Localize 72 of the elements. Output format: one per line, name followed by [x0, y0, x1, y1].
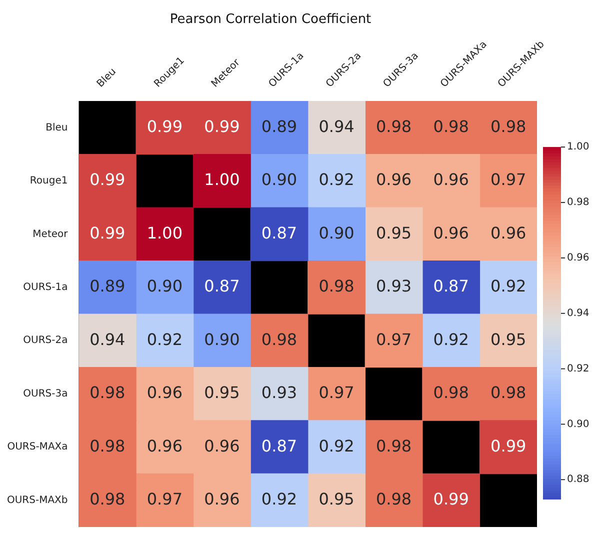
data-label: 0.98 — [433, 383, 469, 402]
data-label: 0.92 — [146, 330, 182, 349]
data-label: 0.89 — [261, 116, 298, 136]
data-label: 0.97 — [318, 383, 354, 402]
data-label: 0.90 — [146, 276, 182, 296]
data-label: 0.96 — [204, 436, 240, 456]
color-bar-label: 0.90 — [567, 418, 590, 430]
data-label: 0.87 — [433, 276, 469, 296]
data-label: 0.99 — [146, 116, 182, 136]
color-bar-label: 0.94 — [567, 308, 590, 319]
data-label: 1.00 — [146, 223, 182, 242]
data-label: 0.95 — [318, 490, 354, 509]
data-label: 0.96 — [146, 436, 182, 456]
y-tick-label: OURS-MAXb — [6, 494, 68, 506]
data-label: 0.94 — [318, 116, 354, 136]
data-label: 0.98 — [261, 330, 298, 349]
data-label: 0.89 — [90, 276, 126, 296]
y-tick-label: OURS-3a — [23, 388, 68, 400]
data-label: 0.96 — [204, 490, 240, 509]
y-tick-label: Meteor — [32, 228, 69, 240]
color-bar-label: 0.96 — [567, 252, 590, 264]
data-label: 0.95 — [376, 223, 412, 242]
color-bar-label: 1.00 — [567, 142, 590, 153]
data-label: 0.97 — [490, 170, 526, 190]
data-label: 0.96 — [433, 170, 469, 190]
data-label: 0.87 — [204, 276, 240, 296]
data-label: 0.98 — [490, 116, 526, 136]
data-label: 0.90 — [318, 223, 354, 242]
data-label: 0.92 — [318, 170, 354, 190]
data-label: 0.87 — [261, 223, 298, 242]
data-label: 0.98 — [90, 436, 126, 456]
data-label: 0.99 — [90, 223, 126, 242]
data-label: 0.98 — [376, 436, 412, 456]
data-label: 0.95 — [204, 383, 240, 402]
data-label: 0.92 — [433, 330, 469, 349]
data-label: 0.92 — [261, 490, 298, 509]
color-bar-label: 0.88 — [567, 474, 590, 486]
data-label: 0.96 — [146, 383, 182, 402]
data-label: 0.98 — [376, 116, 412, 136]
data-label: 0.92 — [318, 436, 354, 456]
data-label: 0.98 — [318, 276, 354, 296]
data-label: 0.87 — [261, 436, 298, 456]
data-label: 0.94 — [90, 330, 126, 349]
y-tick-label: OURS-MAXa — [7, 442, 68, 453]
data-label: 0.93 — [261, 383, 298, 402]
color-bar-label: 0.92 — [567, 363, 590, 374]
y-tick-label: OURS-2a — [23, 335, 68, 346]
data-label: 0.95 — [490, 330, 526, 349]
data-label: 0.96 — [490, 223, 526, 242]
data-label: 0.98 — [433, 116, 469, 136]
chart-title: Pearson Correlation Coefficient — [170, 12, 372, 28]
data-label: 0.99 — [490, 436, 526, 456]
data-label: 0.93 — [376, 276, 412, 296]
data-label: 0.99 — [433, 490, 469, 509]
data-label: 0.98 — [90, 383, 126, 402]
data-label: 0.90 — [261, 170, 298, 190]
data-label: 0.90 — [204, 330, 240, 349]
data-label: 0.96 — [433, 223, 469, 242]
data-label: 0.92 — [490, 276, 526, 296]
data-label: 0.98 — [376, 490, 412, 509]
color-bar-label: 0.98 — [567, 197, 590, 208]
data-label: 0.97 — [376, 330, 412, 349]
data-label: 0.96 — [376, 170, 412, 190]
data-label: 0.98 — [90, 490, 126, 509]
data-label: 0.98 — [490, 383, 526, 402]
y-tick-label: Bleu — [46, 122, 68, 134]
data-label: 1.00 — [204, 170, 240, 190]
y-tick-label: Rouge1 — [30, 176, 68, 187]
data-label: 0.99 — [90, 170, 126, 190]
y-tick-label: OURS-1a — [23, 282, 68, 293]
data-label: 0.97 — [146, 490, 182, 509]
data-label: 0.99 — [204, 116, 240, 136]
